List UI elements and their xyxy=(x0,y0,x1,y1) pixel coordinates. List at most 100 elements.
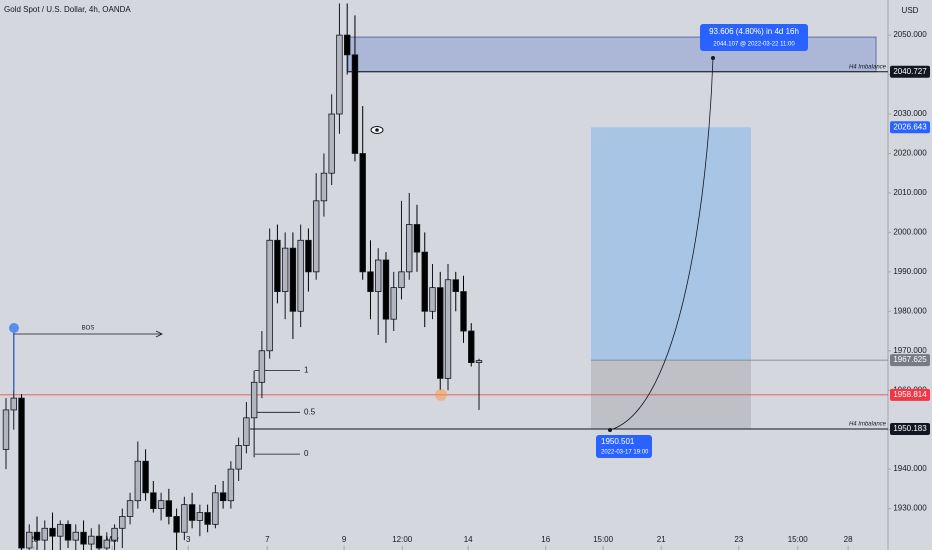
candle-body xyxy=(367,271,374,292)
x-tick-label: 7 xyxy=(265,535,270,544)
candle-body xyxy=(351,54,359,154)
price-label: 2026.643 xyxy=(893,122,927,131)
candle-body xyxy=(227,468,235,502)
price-label: 1967.625 xyxy=(893,355,927,364)
projection-tooltip xyxy=(700,24,808,51)
candle-body xyxy=(328,113,335,174)
candle-body xyxy=(398,271,405,289)
candle-body xyxy=(382,259,390,320)
candle-body xyxy=(204,512,211,525)
candle-body xyxy=(343,34,351,56)
imbalance-label: H4 Imbalance xyxy=(849,64,887,70)
start-time: 2022-03-17 19:00 xyxy=(601,450,649,456)
candle-body xyxy=(437,287,444,379)
candle-body xyxy=(475,360,483,363)
candle-body xyxy=(26,531,33,549)
y-tick-label: 1930.000 xyxy=(893,504,927,513)
y-tick-label: 1970.000 xyxy=(893,346,927,355)
candle-body xyxy=(305,239,312,273)
candle-body xyxy=(181,504,188,533)
candle-body xyxy=(165,500,173,517)
candle-body xyxy=(134,460,142,502)
bos-point xyxy=(9,323,19,333)
projection-detail: 2044.107 @ 2022-03-22 11:00 xyxy=(713,42,795,48)
candle-body xyxy=(250,381,258,419)
y-tick-label: 2010.000 xyxy=(893,188,927,197)
candle-body xyxy=(173,516,180,533)
y-tick-label: 2000.000 xyxy=(893,227,927,236)
candle-body xyxy=(281,247,289,292)
candle-body xyxy=(274,239,281,292)
fib-label: 0.5 xyxy=(304,407,316,416)
x-tick-label: 21 xyxy=(657,535,666,544)
price-label: 2040.727 xyxy=(893,67,927,76)
candle-body xyxy=(142,460,149,494)
x-tick-label: 23 xyxy=(734,535,743,544)
candle-body xyxy=(390,287,397,320)
price-label-box xyxy=(890,422,930,435)
candle-body xyxy=(188,504,196,521)
x-tick-label: 12:00 xyxy=(392,535,413,544)
candle-body xyxy=(103,539,111,549)
candle-body xyxy=(258,350,266,383)
y-tick-label: 1940.000 xyxy=(893,464,927,473)
candle-body xyxy=(444,279,452,379)
candle-body xyxy=(219,492,227,502)
x-tick-label: 3 xyxy=(186,535,191,544)
eye-icon xyxy=(370,126,384,134)
candle-body xyxy=(49,527,56,537)
candle-body xyxy=(212,492,219,525)
y-tick-label: 2050.000 xyxy=(893,30,927,39)
y-tick-label: 1990.000 xyxy=(893,267,927,276)
fib-label: 0 xyxy=(304,449,309,458)
candle-body xyxy=(64,523,72,541)
fib-label: 1 xyxy=(304,366,309,375)
imbalance-label: H4 Imbalance xyxy=(849,422,887,428)
projection-curve xyxy=(609,57,714,431)
candle-body xyxy=(72,531,79,541)
candle-body xyxy=(359,153,366,273)
chart-title: Gold Spot / U.S. Dollar, 4h, OANDA xyxy=(4,5,131,14)
candle-body xyxy=(266,239,273,352)
candle-body xyxy=(95,535,103,549)
candle-body xyxy=(33,531,41,541)
candle-body xyxy=(41,527,48,541)
y-tick-label: 2020.000 xyxy=(893,149,927,158)
candle-body xyxy=(57,523,64,537)
candle-body xyxy=(375,259,382,292)
start-price: 1950.501 xyxy=(601,437,635,446)
candle-body xyxy=(119,516,126,529)
x-tick-label: 15:00 xyxy=(788,535,809,544)
currency: USD xyxy=(902,6,919,15)
candle-body xyxy=(468,330,475,363)
candle-body xyxy=(421,251,428,312)
candle-body xyxy=(80,531,87,545)
candle-body xyxy=(452,279,459,292)
candle-body xyxy=(429,287,436,312)
candle-body xyxy=(320,172,328,202)
price-label-box xyxy=(890,388,930,401)
candle-body xyxy=(312,200,320,273)
touch-marker xyxy=(435,388,447,401)
y-tick-label: 2030.000 xyxy=(893,109,927,118)
x-tick-label: 15:00 xyxy=(593,535,614,544)
candle-body xyxy=(460,291,467,332)
candle-body xyxy=(406,224,413,273)
candle-body xyxy=(18,397,25,549)
candle-body xyxy=(111,527,118,541)
candle-body xyxy=(413,224,421,253)
candle-body xyxy=(336,34,343,115)
candle-body xyxy=(297,239,304,312)
price-label-box xyxy=(890,121,930,134)
x-tick-label: 28 xyxy=(844,535,853,544)
price-label-box xyxy=(890,354,930,367)
start-tooltip xyxy=(596,435,652,458)
candle-body xyxy=(289,247,297,312)
candle-body xyxy=(235,445,242,470)
x-tick-label: 16 xyxy=(541,535,550,544)
x-tick-label: 9 xyxy=(342,535,347,544)
candle-body xyxy=(157,500,165,509)
price-label: 1958.814 xyxy=(893,390,927,399)
